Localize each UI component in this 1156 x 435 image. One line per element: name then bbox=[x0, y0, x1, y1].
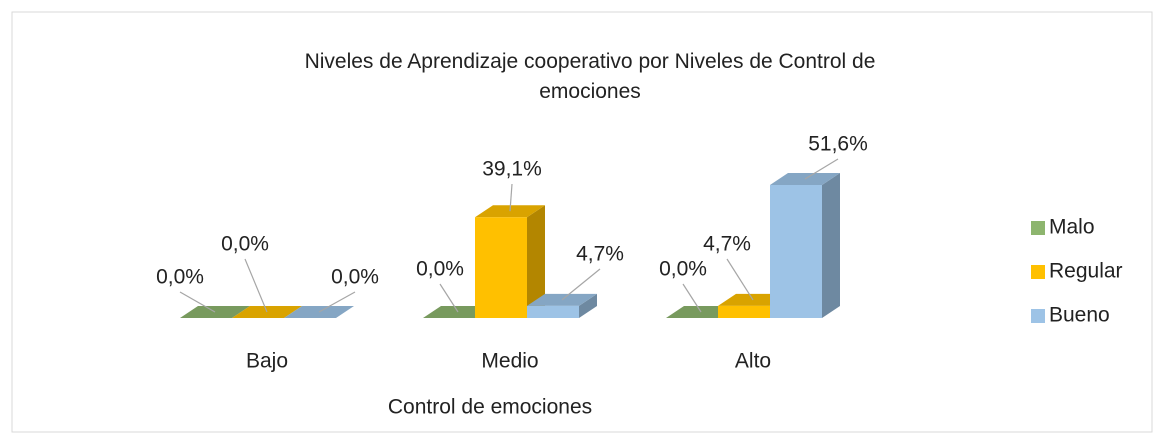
bar-face bbox=[527, 205, 545, 318]
data-label: 51,6% bbox=[808, 133, 868, 156]
x-tick-label: Bajo bbox=[246, 350, 288, 373]
legend-swatch bbox=[1031, 309, 1045, 323]
leader-line bbox=[682, 283, 702, 313]
legend-label: Malo bbox=[1049, 216, 1095, 239]
data-label: 0,0% bbox=[331, 266, 379, 289]
x-tick-label: Medio bbox=[481, 350, 538, 373]
x-tick-label: Alto bbox=[735, 350, 771, 373]
bar bbox=[475, 205, 545, 318]
bar-face bbox=[822, 173, 840, 318]
leader-line bbox=[561, 268, 601, 301]
bar-face bbox=[475, 217, 527, 318]
bar-face bbox=[579, 293, 597, 318]
data-label: 0,0% bbox=[416, 258, 464, 281]
leader-line bbox=[726, 258, 754, 301]
data-label: 39,1% bbox=[482, 158, 542, 181]
legend-swatch bbox=[1031, 221, 1045, 235]
data-label: 0,0% bbox=[221, 233, 269, 256]
leader-line bbox=[318, 291, 356, 313]
legend-label: Regular bbox=[1049, 260, 1123, 283]
data-label: 4,7% bbox=[703, 233, 751, 256]
leader-line bbox=[179, 291, 216, 313]
bar-face bbox=[770, 185, 822, 318]
data-label: 0,0% bbox=[156, 266, 204, 289]
leader-line bbox=[804, 158, 839, 180]
leader-line bbox=[439, 283, 459, 313]
legend-label: Bueno bbox=[1049, 304, 1110, 327]
data-label: 0,0% bbox=[659, 258, 707, 281]
x-axis-title: Control de emociones bbox=[388, 396, 592, 419]
chart-title: Niveles de Aprendizaje cooperativo por N… bbox=[305, 50, 876, 103]
data-label: 4,7% bbox=[576, 243, 624, 266]
chart-frame bbox=[11, 11, 1153, 433]
bar-face bbox=[527, 305, 579, 318]
leader-line bbox=[244, 258, 268, 313]
leader-line bbox=[509, 183, 513, 212]
bar bbox=[770, 173, 840, 318]
legend-swatch bbox=[1031, 265, 1045, 279]
bar-face bbox=[718, 305, 770, 318]
